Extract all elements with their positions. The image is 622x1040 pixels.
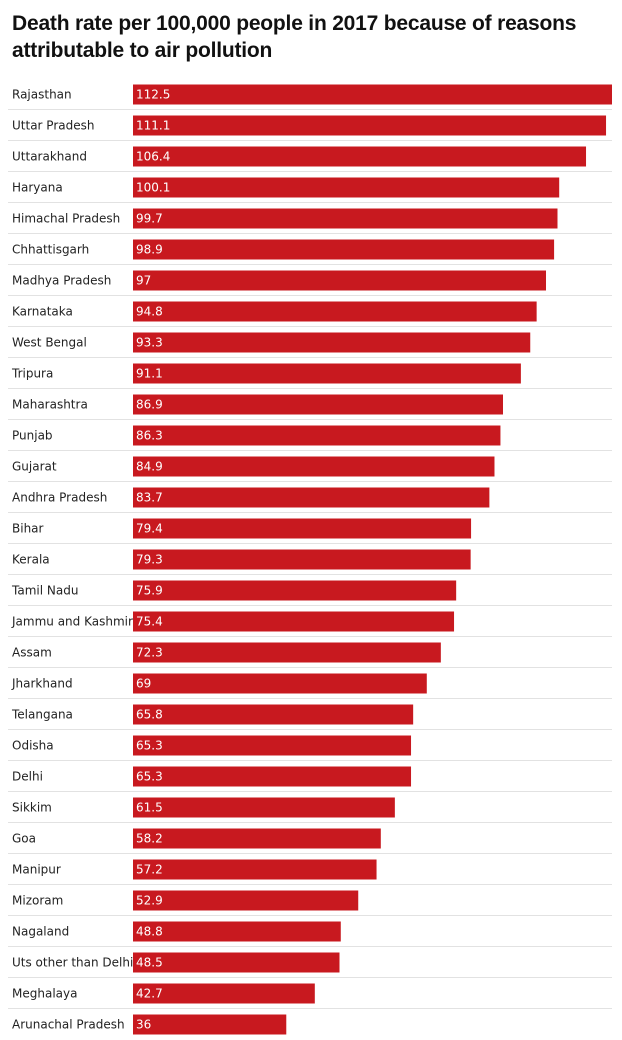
category-label: Andhra Pradesh	[12, 491, 107, 505]
data-label: 65.3	[136, 739, 163, 753]
data-label: 99.7	[136, 212, 163, 226]
bar	[133, 983, 315, 1004]
data-label: 84.9	[136, 460, 163, 474]
bar	[133, 673, 427, 694]
category-label: Madhya Pradesh	[12, 274, 111, 288]
category-label: Punjab	[12, 429, 53, 443]
category-label: Kerala	[12, 553, 50, 567]
bar	[133, 394, 504, 415]
bar	[133, 642, 441, 663]
data-label: 52.9	[136, 894, 163, 908]
data-label: 91.1	[136, 367, 163, 381]
data-label: 97	[136, 274, 151, 288]
bar	[133, 332, 531, 353]
bar	[133, 456, 495, 477]
category-label: Sikkim	[12, 801, 52, 815]
data-label: 48.8	[136, 925, 163, 939]
category-label: Haryana	[12, 181, 63, 195]
bar	[133, 208, 558, 229]
data-label: 86.3	[136, 429, 163, 443]
bar	[133, 270, 547, 291]
bar	[133, 146, 587, 167]
category-label: Gujarat	[12, 460, 57, 474]
bar	[133, 239, 555, 260]
category-label: Assam	[12, 646, 52, 660]
bar	[133, 735, 412, 756]
data-label: 106.4	[136, 150, 170, 164]
bar	[133, 766, 412, 787]
category-label: Bihar	[12, 522, 44, 536]
bar	[133, 84, 612, 105]
category-label: Arunachal Pradesh	[12, 1018, 125, 1032]
category-label: Uttarakhand	[12, 150, 87, 164]
bar	[133, 828, 381, 849]
category-label: Jharkhand	[11, 677, 73, 691]
data-label: 69	[136, 677, 151, 691]
data-label: 36	[136, 1018, 151, 1032]
bar	[133, 797, 395, 818]
bar	[133, 890, 359, 911]
bar	[133, 580, 457, 601]
category-label: Manipur	[12, 863, 61, 877]
bar	[133, 611, 455, 632]
category-label: Nagaland	[12, 925, 69, 939]
category-label: Chhattisgarh	[12, 243, 89, 257]
bar	[133, 921, 341, 942]
data-label: 61.5	[136, 801, 163, 815]
bar	[133, 1014, 287, 1035]
bar	[133, 952, 340, 973]
bar-chart: Rajasthan 112.5 Uttar Pradesh 111.1 Uttarakh…	[8, 84, 612, 1035]
data-label: 48.5	[136, 956, 163, 970]
data-label: 75.4	[136, 615, 163, 629]
bar	[133, 177, 560, 198]
bar	[133, 704, 414, 725]
category-label: Rajasthan	[12, 88, 72, 102]
chart-title: Death rate per 100,000 people in 2017 be…	[12, 12, 577, 62]
category-label: West Bengal	[12, 336, 87, 350]
data-label: 111.1	[136, 119, 170, 133]
bar	[133, 487, 490, 508]
category-label: Jammu and Kashmir	[11, 615, 133, 629]
category-label: Himachal Pradesh	[12, 212, 120, 226]
bar	[133, 301, 537, 322]
category-label: Mizoram	[12, 894, 63, 908]
category-label: Karnataka	[12, 305, 73, 319]
data-label: 86.9	[136, 398, 163, 412]
data-label: 65.8	[136, 708, 163, 722]
category-label: Goa	[12, 832, 36, 846]
data-label: 65.3	[136, 770, 163, 784]
bar	[133, 115, 607, 136]
bar	[133, 859, 377, 880]
category-label: Meghalaya	[12, 987, 77, 1001]
data-label: 79.3	[136, 553, 163, 567]
data-label: 94.8	[136, 305, 163, 319]
category-label: Tamil Nadu	[11, 584, 78, 598]
bar	[133, 518, 472, 539]
category-label: Telangana	[11, 708, 73, 722]
data-label: 57.2	[136, 863, 163, 877]
category-label: Uttar Pradesh	[12, 119, 94, 133]
category-label: Uts other than Delhi	[12, 956, 133, 970]
data-label: 98.9	[136, 243, 163, 257]
bar	[133, 425, 501, 446]
data-label: 100.1	[136, 181, 170, 195]
data-label: 58.2	[136, 832, 163, 846]
data-label: 72.3	[136, 646, 163, 660]
bar	[133, 549, 471, 570]
category-label: Delhi	[12, 770, 43, 784]
data-label: 83.7	[136, 491, 163, 505]
category-label: Odisha	[12, 739, 54, 753]
category-label: Maharashtra	[12, 398, 88, 412]
data-label: 42.7	[136, 987, 163, 1001]
data-label: 79.4	[136, 522, 163, 536]
data-label: 75.9	[136, 584, 163, 598]
bar	[133, 363, 521, 384]
data-label: 112.5	[136, 88, 170, 102]
category-label: Tripura	[11, 367, 53, 381]
data-label: 93.3	[136, 336, 163, 350]
